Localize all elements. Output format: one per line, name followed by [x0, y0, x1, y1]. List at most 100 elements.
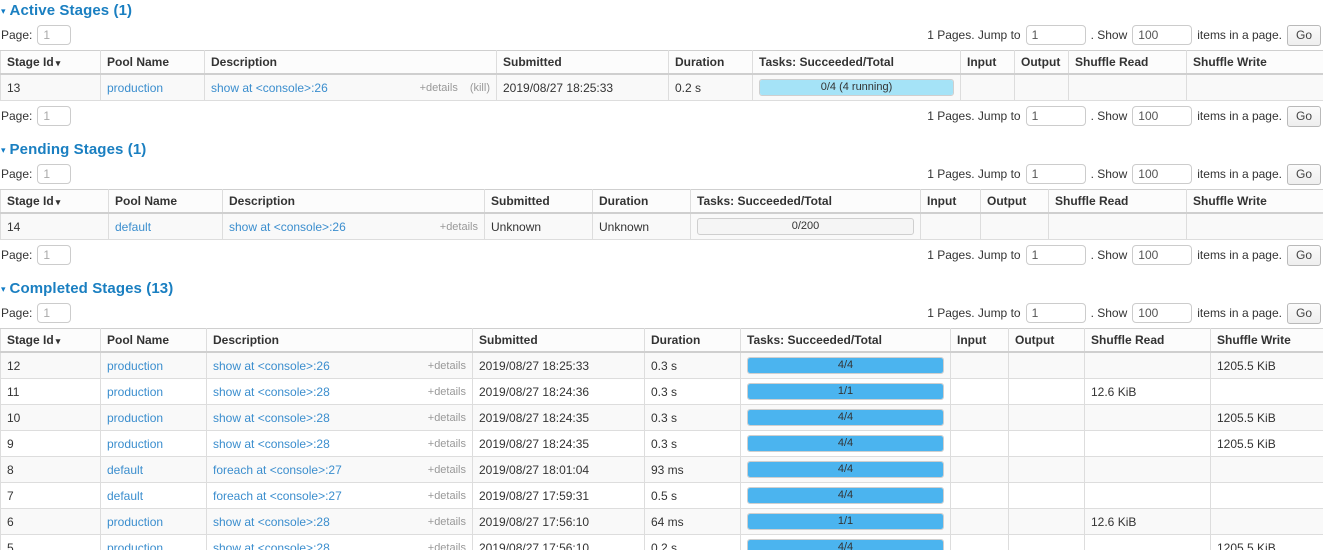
details-toggle-link[interactable]: +details — [427, 489, 466, 502]
cell-duration: 93 ms — [644, 456, 741, 483]
column-header-description[interactable]: Description — [204, 50, 497, 75]
pool-name-link[interactable]: production — [107, 540, 164, 550]
column-header-duration[interactable]: Duration — [592, 189, 691, 214]
jump-to-input[interactable] — [1025, 303, 1086, 323]
column-header-output[interactable]: Output — [980, 189, 1049, 214]
pool-name-link[interactable]: production — [107, 514, 164, 529]
stage-description-link[interactable]: show at <console>:26 — [211, 80, 328, 95]
task-progress-label: 4/4 — [837, 437, 854, 449]
kill-stage-link[interactable]: (kill) — [469, 81, 490, 94]
cell-shuffle-read: 12.6 KiB — [1084, 508, 1211, 535]
page-input[interactable] — [37, 245, 72, 265]
column-header-submitted[interactable]: Submitted — [484, 189, 593, 214]
pool-name-link[interactable]: production — [107, 410, 164, 425]
details-toggle-link[interactable]: +details — [427, 541, 466, 550]
column-header-input[interactable]: Input — [920, 189, 981, 214]
stage-description-link[interactable]: show at <console>:28 — [213, 514, 330, 529]
show-items-input[interactable] — [1132, 303, 1193, 323]
pagination-right-active-bottom: 1 Pages. Jump to . Show items in a page.… — [927, 105, 1323, 127]
pagination-left-active-top: Page: — [0, 25, 72, 45]
page-input[interactable] — [37, 164, 72, 184]
pool-name-link[interactable]: production — [107, 384, 164, 399]
column-header-tasks[interactable]: Tasks: Succeeded/Total — [752, 50, 961, 75]
details-toggle-link[interactable]: +details — [419, 81, 458, 94]
details-toggle-link[interactable]: +details — [427, 515, 466, 528]
column-header-description[interactable]: Description — [222, 189, 485, 214]
cell-input — [920, 212, 981, 240]
cell-shuffle-read — [1084, 534, 1211, 550]
column-header-shuffle-read[interactable]: Shuffle Read — [1048, 189, 1187, 214]
stage-description-link[interactable]: foreach at <console>:27 — [213, 488, 342, 503]
jump-to-input[interactable] — [1025, 164, 1086, 184]
table-row: 8 default foreach at <console>:27 +details 2… — [0, 456, 1323, 483]
jump-to-input[interactable] — [1025, 245, 1086, 265]
stage-description-link[interactable]: show at <console>:26 — [229, 219, 346, 234]
column-header-duration[interactable]: Duration — [644, 328, 741, 353]
show-items-input[interactable] — [1132, 164, 1193, 184]
go-button[interactable]: Go — [1286, 302, 1321, 324]
column-header-shuffle-write[interactable]: Shuffle Write — [1210, 328, 1323, 353]
pool-name-link[interactable]: default — [107, 462, 144, 477]
column-header-output[interactable]: Output — [1008, 328, 1085, 353]
column-header-tasks[interactable]: Tasks: Succeeded/Total — [690, 189, 921, 214]
show-items-input[interactable] — [1132, 245, 1193, 265]
task-progress-bar: 4/4 — [747, 409, 944, 426]
column-header-description[interactable]: Description — [206, 328, 473, 353]
column-header-pool-name[interactable]: Pool Name — [108, 189, 223, 214]
column-header-pool-name[interactable]: Pool Name — [100, 328, 207, 353]
pool-name-link[interactable]: default — [115, 219, 152, 234]
details-toggle-link[interactable]: +details — [427, 411, 466, 424]
details-toggle-link[interactable]: +details — [427, 385, 466, 398]
cell-shuffle-write — [1210, 456, 1323, 483]
show-label: . Show — [1090, 306, 1128, 320]
details-toggle-link[interactable]: +details — [439, 220, 478, 233]
details-toggle-link[interactable]: +details — [427, 463, 466, 476]
stage-description-link[interactable]: foreach at <console>:27 — [213, 462, 342, 477]
section-header-pending-stages[interactable]: ▾ Pending Stages (1) — [0, 139, 1323, 159]
section-header-completed-stages[interactable]: ▾ Completed Stages (13) — [0, 278, 1323, 298]
pool-name-link[interactable]: default — [107, 488, 144, 503]
show-items-input[interactable] — [1132, 106, 1193, 126]
go-button[interactable]: Go — [1286, 24, 1321, 46]
go-button[interactable]: Go — [1286, 244, 1321, 266]
pool-name-link[interactable]: production — [107, 358, 164, 373]
column-header-stage-id[interactable]: Stage Id ▾ — [0, 189, 109, 214]
stage-description-link[interactable]: show at <console>:28 — [213, 436, 330, 451]
page-input[interactable] — [37, 303, 72, 323]
show-items-input[interactable] — [1132, 25, 1193, 45]
cell-tasks-progress: 4/4 — [740, 534, 951, 550]
column-header-submitted[interactable]: Submitted — [472, 328, 645, 353]
section-header-active-stages[interactable]: ▾ Active Stages (1) — [0, 0, 1323, 20]
cell-input — [950, 482, 1009, 509]
page-input[interactable] — [37, 106, 72, 126]
details-toggle-link[interactable]: +details — [427, 359, 466, 372]
column-header-submitted[interactable]: Submitted — [496, 50, 669, 75]
pool-name-link[interactable]: production — [107, 436, 164, 451]
column-header-output[interactable]: Output — [1014, 50, 1069, 75]
stage-description-link[interactable]: show at <console>:28 — [213, 410, 330, 425]
column-header-stage-id[interactable]: Stage Id ▾ — [0, 50, 101, 75]
section-title-active-stages: Active Stages (1) — [9, 1, 133, 19]
column-header-shuffle-write[interactable]: Shuffle Write — [1186, 189, 1323, 214]
column-header-pool-name[interactable]: Pool Name — [100, 50, 205, 75]
pool-name-link[interactable]: production — [107, 80, 164, 95]
column-header-shuffle-write[interactable]: Shuffle Write — [1186, 50, 1323, 75]
column-header-input[interactable]: Input — [950, 328, 1009, 353]
column-header-tasks[interactable]: Tasks: Succeeded/Total — [740, 328, 951, 353]
column-header-input[interactable]: Input — [960, 50, 1015, 75]
column-header-stage-id[interactable]: Stage Id ▾ — [0, 328, 101, 353]
page-input[interactable] — [37, 25, 72, 45]
details-toggle-link[interactable]: +details — [427, 437, 466, 450]
stage-description-link[interactable]: show at <console>:28 — [213, 540, 330, 550]
go-button[interactable]: Go — [1286, 163, 1321, 185]
column-header-duration[interactable]: Duration — [668, 50, 753, 75]
column-header-shuffle-read[interactable]: Shuffle Read — [1068, 50, 1187, 75]
stage-description-link[interactable]: show at <console>:28 — [213, 384, 330, 399]
go-button[interactable]: Go — [1286, 105, 1321, 127]
jump-to-input[interactable] — [1025, 106, 1086, 126]
column-header-shuffle-read[interactable]: Shuffle Read — [1084, 328, 1211, 353]
section-title-completed-stages: Completed Stages (13) — [9, 279, 174, 297]
jump-to-input[interactable] — [1025, 25, 1086, 45]
stage-description-link[interactable]: show at <console>:26 — [213, 358, 330, 373]
pages-jump-label: 1 Pages. Jump to — [927, 167, 1021, 181]
